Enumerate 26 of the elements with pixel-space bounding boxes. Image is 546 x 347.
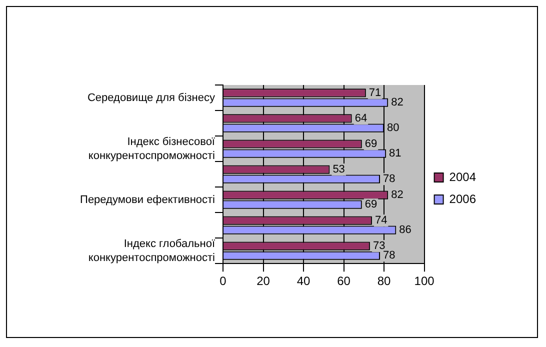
x-tick-label: 80 (377, 274, 392, 288)
data-label: 69 (364, 198, 378, 211)
data-label: 74 (374, 214, 388, 227)
x-tick-label: 0 (220, 274, 227, 288)
data-label: 82 (391, 96, 404, 109)
data-label: 53 (332, 164, 345, 176)
y-tick-label: Індекс бізнесової конкурентоспроможності (88, 136, 215, 162)
y-tick-label: Середовище для бізнесу (87, 92, 216, 104)
legend-label: 2006 (449, 192, 476, 206)
data-label: 78 (383, 173, 396, 186)
data-label: 64 (354, 112, 368, 125)
data-label: 80 (387, 122, 400, 134)
x-tick-label: 60 (337, 274, 351, 288)
data-label: 71 (368, 87, 382, 100)
x-tick-label: 20 (256, 274, 270, 288)
data-label: 86 (399, 224, 412, 236)
data-label: 69 (364, 138, 378, 150)
x-tick-label: 100 (414, 274, 435, 288)
data-label: 82 (391, 189, 404, 202)
y-tick-label: Індекс глобальної конкурентоспроможності (88, 238, 215, 264)
legend-label: 2004 (449, 170, 476, 184)
x-tick-label: 40 (296, 274, 311, 288)
data-label: 73 (372, 240, 386, 252)
y-tick-label: Передумови ефективності (80, 194, 215, 206)
data-label: 81 (389, 148, 402, 160)
data-label: 78 (383, 250, 396, 262)
